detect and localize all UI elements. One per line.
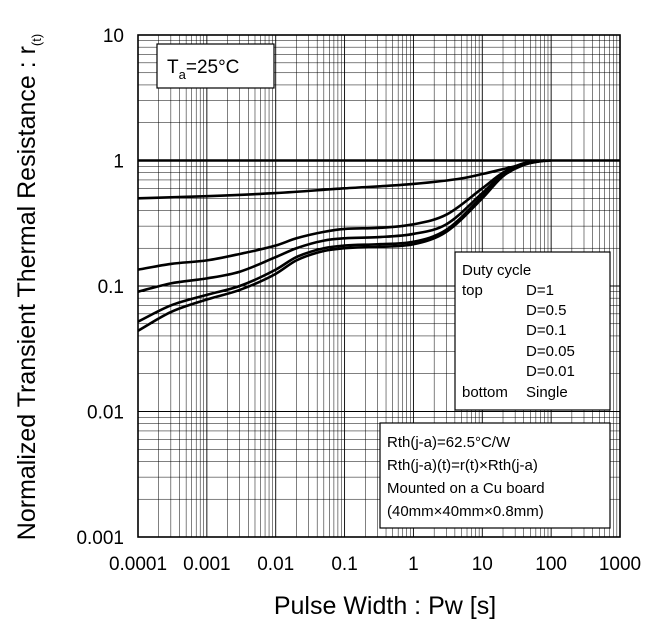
- x-tick-label: 0.1: [331, 554, 357, 575]
- ta-main: T: [167, 57, 179, 78]
- legend-top-label: top: [462, 282, 483, 299]
- x-axis-title: Pulse Width : Pw [s]: [274, 592, 496, 620]
- legend-entry: D=1: [526, 282, 554, 299]
- legend-bottom-label: bottom: [462, 384, 508, 401]
- y-tick-label: 1: [113, 152, 124, 173]
- y-axis-title: Normalized Transient Thermal Resistance …: [13, 34, 44, 540]
- x-tick-label: 10: [472, 554, 493, 575]
- y-tick-label: 0.1: [98, 277, 124, 298]
- y-tick-label: 10: [103, 26, 124, 47]
- ta-annotation: Ta=25°C: [156, 43, 275, 89]
- ta-sub: a: [179, 67, 187, 82]
- ta-label: Ta=25°C: [167, 57, 239, 82]
- curve-d-0-1: [137, 159, 545, 271]
- curves: [137, 159, 620, 332]
- x-tick-label: 1: [408, 554, 419, 575]
- curve-single: [137, 159, 545, 332]
- note-line: (40mm×40mm×0.8mm): [387, 503, 544, 520]
- legend-entry: D=0.1: [526, 322, 566, 339]
- y-axis-title-sub: (t): [29, 34, 44, 46]
- x-tick-label: 1000: [599, 554, 641, 575]
- x-tick-labels: 0.0001 0.001 0.01 0.1 1 10 100 1000: [109, 554, 641, 575]
- y-tick-label: 0.001: [76, 528, 124, 549]
- legend-box: [454, 251, 611, 411]
- ta-rest: =25°C: [186, 57, 240, 78]
- legend-entry: Single: [526, 384, 568, 401]
- y-axis-title-main: Normalized Transient Thermal Resistance …: [13, 46, 41, 540]
- plot-frame: [137, 34, 621, 538]
- x-tick-label: 0.01: [257, 554, 294, 575]
- legend: Duty cycle top bottom D=1 D=0.5 D=0.1 D=…: [454, 251, 611, 411]
- legend-title: Duty cycle: [462, 262, 531, 279]
- legend-entry: D=0.01: [526, 363, 575, 380]
- note-line: Rth(j-a)=62.5°C/W: [387, 434, 511, 451]
- note-line: Mounted on a Cu board: [387, 480, 545, 497]
- ta-box: [156, 43, 275, 89]
- legend-entry: D=0.5: [526, 302, 566, 319]
- notes-annotation: Rth(j-a)=62.5°C/W Rth(j-a)(t)=r(t)×Rth(j…: [379, 422, 611, 529]
- note-line: Rth(j-a)(t)=r(t)×Rth(j-a): [387, 457, 538, 474]
- legend-entry: D=0.05: [526, 343, 575, 360]
- x-tick-label: 0.001: [183, 554, 231, 575]
- curve-d-0-05: [137, 159, 545, 293]
- y-tick-labels: 10 1 0.1 0.01 0.001: [76, 26, 124, 549]
- x-tick-label: 100: [535, 554, 567, 575]
- x-tick-label: 0.0001: [109, 554, 167, 575]
- y-tick-label: 0.01: [87, 403, 124, 424]
- notes-box: [379, 422, 611, 529]
